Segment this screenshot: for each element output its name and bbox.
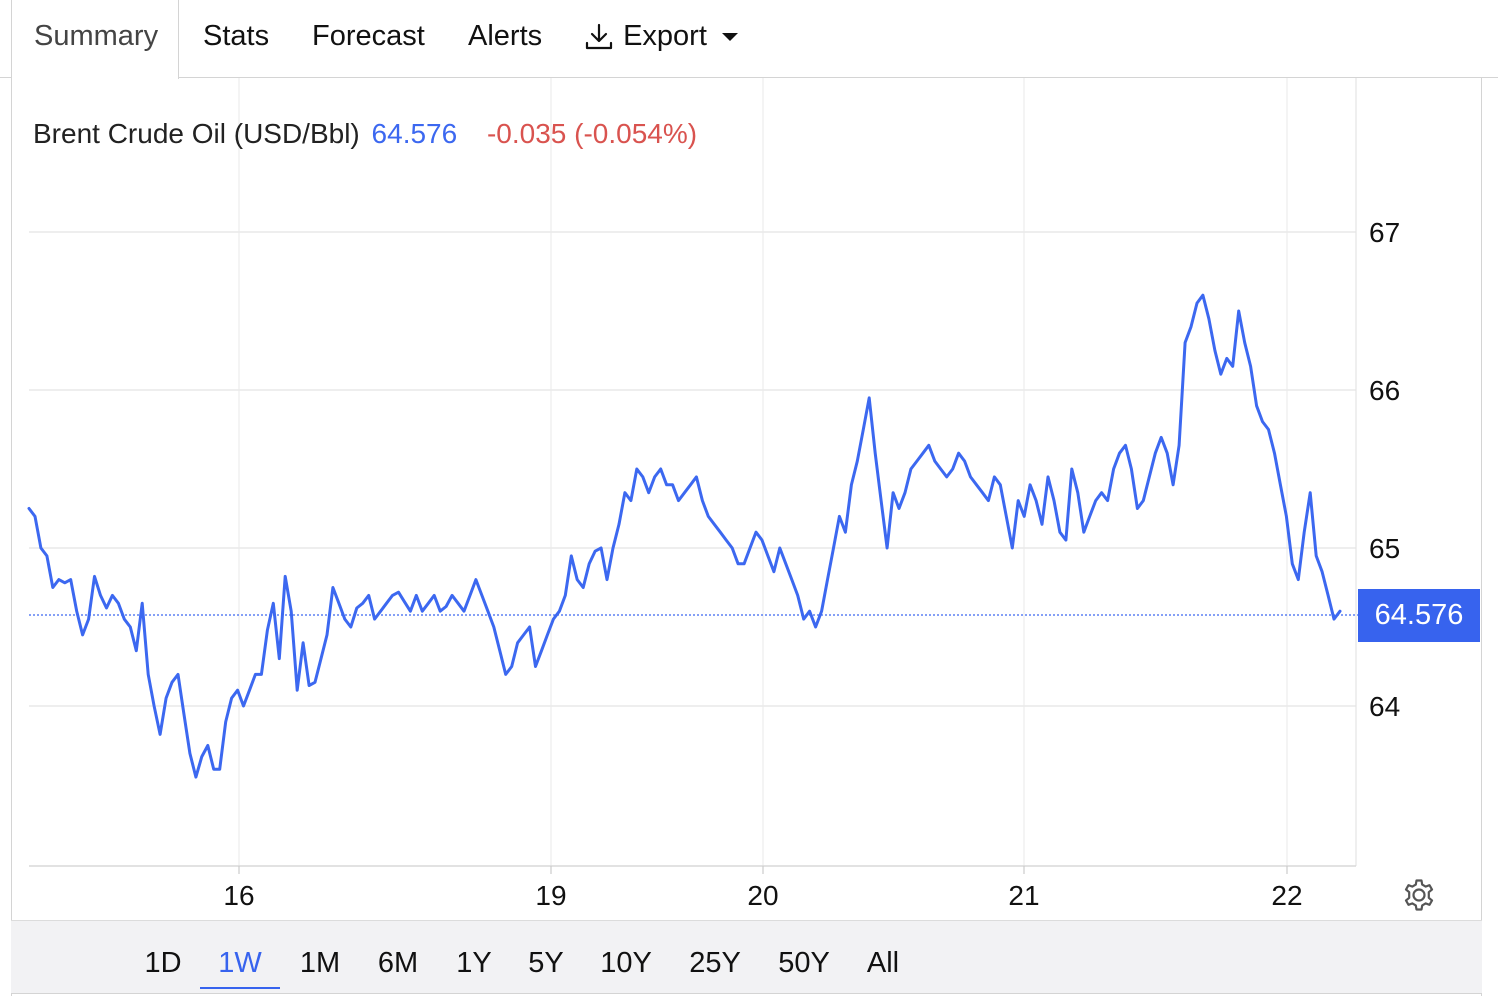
x-tick-label: 21 bbox=[1008, 880, 1040, 911]
tab-alerts[interactable]: Alerts bbox=[468, 20, 543, 52]
range-button-25y[interactable]: 25Y bbox=[689, 947, 741, 979]
x-tick-label: 20 bbox=[747, 880, 779, 911]
range-button-1y[interactable]: 1Y bbox=[456, 947, 492, 979]
active-range-underline bbox=[200, 987, 280, 989]
legend-price: 64.576 bbox=[371, 118, 458, 149]
range-selector bbox=[11, 920, 1482, 994]
range-button-all[interactable]: All bbox=[866, 947, 900, 979]
gear-icon[interactable] bbox=[1401, 877, 1437, 913]
range-button-1w[interactable]: 1W bbox=[218, 947, 262, 979]
range-button-1d[interactable]: 1D bbox=[144, 947, 182, 979]
chart-legend: Brent Crude Oil (USD/Bbl) 64.576 -0.035 … bbox=[33, 118, 697, 150]
price-series-line bbox=[27, 293, 1342, 779]
chart-frame bbox=[11, 78, 1482, 996]
export-button[interactable]: Export bbox=[583, 0, 739, 78]
y-tick-label: 67 bbox=[1369, 217, 1401, 248]
range-button-1m[interactable]: 1M bbox=[299, 947, 341, 979]
range-button-6m[interactable]: 6M bbox=[377, 947, 419, 979]
price-chart bbox=[27, 78, 1358, 874]
legend-change: -0.035 (-0.054%) bbox=[486, 118, 698, 149]
tab-stats[interactable]: Stats bbox=[203, 20, 270, 52]
y-tick-label: 66 bbox=[1369, 375, 1401, 406]
last-price-tag: 64.576 bbox=[1358, 588, 1480, 642]
x-tick-label: 22 bbox=[1271, 880, 1303, 911]
download-icon bbox=[585, 24, 613, 50]
range-button-5y[interactable]: 5Y bbox=[528, 947, 564, 979]
tab-forecast[interactable]: Forecast bbox=[312, 20, 425, 52]
y-tick-label: 64 bbox=[1369, 691, 1401, 722]
x-tick-label: 16 bbox=[223, 880, 255, 911]
range-button-10y[interactable]: 10Y bbox=[600, 947, 652, 979]
caret-down-icon bbox=[721, 33, 738, 42]
export-label: Export bbox=[623, 20, 707, 52]
legend-name: Brent Crude Oil (USD/Bbl) bbox=[33, 118, 360, 149]
range-button-50y[interactable]: 50Y bbox=[778, 947, 830, 979]
tab-bar: Summary Stats Forecast Alerts Export bbox=[0, 0, 1498, 79]
tab-summary[interactable]: Summary bbox=[11, 0, 180, 79]
x-tick-label: 19 bbox=[535, 880, 567, 911]
y-tick-label: 65 bbox=[1369, 533, 1401, 564]
